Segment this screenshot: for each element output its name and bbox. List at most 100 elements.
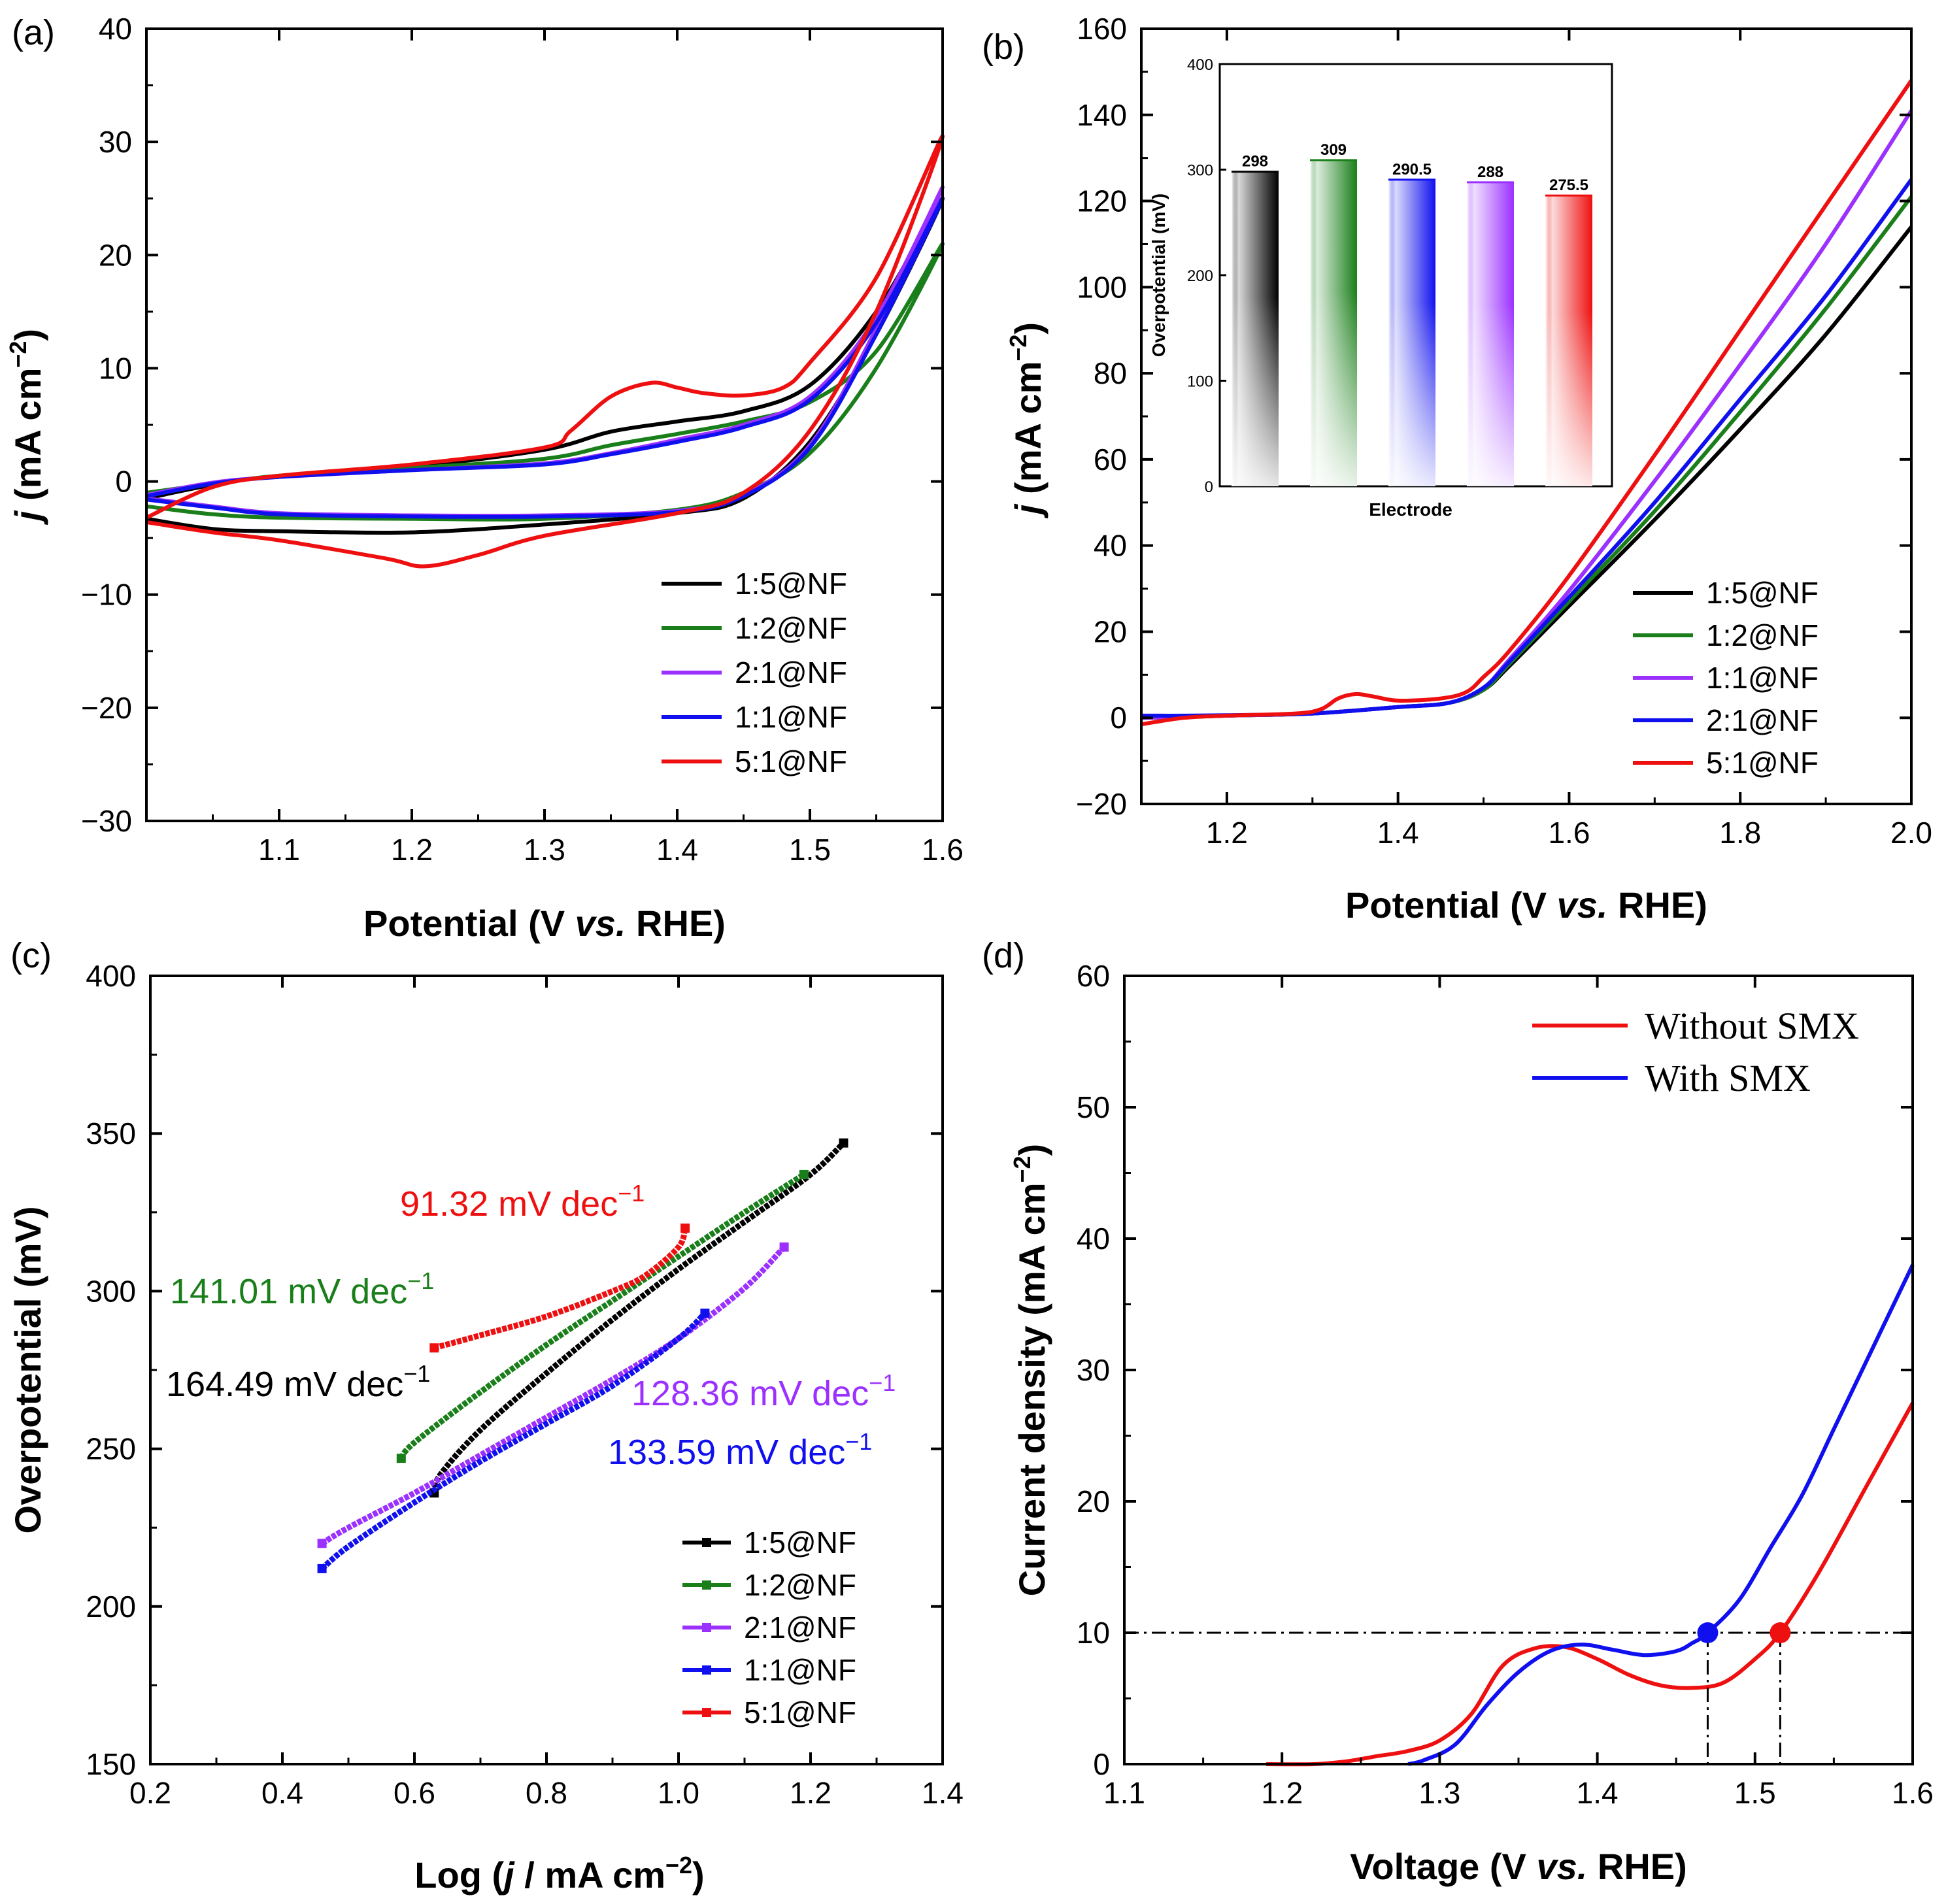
panel-d-y-tick-label: 40 (1077, 1222, 1110, 1256)
panel-c-series-5:1@NF (433, 1227, 688, 1351)
panel-d-y-tick-label: 50 (1077, 1090, 1110, 1124)
panel-a-series-5:1@NF (145, 134, 945, 569)
panel-b-y-tick-label: −20 (1076, 787, 1127, 821)
panel-b-legend-label: 1:1@NF (1706, 661, 1819, 695)
panel-b-x-tick-label: 1.8 (1719, 816, 1761, 850)
panel-a-y-axis-label: j (mA cm−2) (5, 329, 48, 526)
panel-b-legend-label: 1:2@NF (1706, 618, 1819, 652)
panel-c-legend-marker (702, 1538, 711, 1547)
panel-d-series-Without SMX (1266, 1401, 1915, 1767)
panel-c-point (799, 1169, 809, 1179)
panel-b-label: (b) (982, 27, 1025, 67)
panel-c-slope-annotation: 141.01 mV dec−1 (170, 1267, 434, 1311)
inset-bar-value-label: 298 (1242, 153, 1268, 171)
panel-c-series-1:1@NF (320, 1311, 707, 1571)
panel-c: (c) 0.2 0.4 0.6 0.8 1.0 1.2 1.4 150 200 250 300 35… (7, 936, 964, 1896)
panel-c-point (429, 1343, 439, 1353)
panel-b-x-tick-label: 1.4 (1377, 816, 1419, 850)
panel-a-x-axis-label: Potential (V vs. RHE) (363, 903, 726, 944)
panel-b-inset-bar-chart: 298 309 290.5 288 275.5 0 100 200 300 400 Electr… (1149, 56, 1613, 520)
panel-c-y-tick-label: 200 (86, 1590, 136, 1624)
panel-c-x-tick-label: 0.8 (526, 1776, 567, 1810)
panel-c-point (396, 1454, 406, 1463)
panel-c-point (700, 1309, 710, 1318)
panel-c-y-tick-label: 150 (86, 1747, 136, 1781)
panel-a-y-tick-label: −10 (81, 578, 132, 612)
panel-d-legend: Without SMX With SMX (1532, 1005, 1859, 1099)
panel-a-legend: 1:5@NF 1:2@NF 2:1@NF 1:1@NF 5:1@NF (662, 567, 847, 778)
panel-b-y-axis-label: j (mA cm−2) (1005, 322, 1048, 519)
panel-c-x-tick-label: 0.4 (261, 1776, 303, 1810)
inset-bar-shade (1388, 179, 1435, 486)
panel-c-point (779, 1242, 789, 1252)
panel-c-legend: 1:5@NF 1:2@NF 2:1@NF 1:1@NF 5:1@NF (682, 1526, 856, 1729)
panel-d-y-tick-label: 0 (1093, 1747, 1110, 1781)
panel-c-legend-label: 1:5@NF (744, 1526, 856, 1560)
panel-d-series-With SMX (1407, 1263, 1915, 1766)
panel-b-y-tick-label: 60 (1094, 443, 1127, 476)
inset-y-tick-label: 100 (1187, 373, 1213, 391)
panel-c-point (317, 1539, 327, 1548)
panel-c-legend-label: 2:1@NF (744, 1611, 856, 1645)
panel-d: (d) 1.1 1.2 1.3 1.4 1.5 1.6 0 10 20 30 40 50 60 Vol… (982, 936, 1934, 1887)
panel-c-x-tick-label: 0.2 (129, 1776, 171, 1810)
panel-b-series-5:1@NF (1141, 79, 1913, 727)
inset-bar-value-label: 290.5 (1392, 161, 1432, 178)
panel-a-legend-label: 1:2@NF (735, 611, 847, 645)
panel-c-x-tick-label: 1.4 (922, 1776, 964, 1810)
panel-a-legend-label: 1:1@NF (735, 700, 847, 734)
panel-d-x-tick-label: 1.2 (1261, 1776, 1303, 1810)
panel-d-x-tick-label: 1.3 (1418, 1776, 1460, 1810)
panel-b: (b) 1.2 1.4 1.6 1.8 2.0 −20 0 20 40 60 80 100 120 14… (982, 12, 1932, 926)
panel-a-x-tick-label: 1.2 (391, 833, 433, 867)
panel-d-y-axis-label: Current density (mA cm−2) (1009, 1144, 1052, 1596)
panel-d-x-tick-label: 1.4 (1577, 1776, 1619, 1810)
panel-c-x-tick-label: 1.0 (658, 1776, 699, 1810)
panel-b-y-tick-label: 40 (1094, 529, 1127, 563)
panel-c-series-1:2@NF (399, 1172, 806, 1461)
panel-a-legend-label: 2:1@NF (735, 656, 847, 690)
inset-bar-value-label: 288 (1477, 163, 1503, 181)
panel-a-series-1:5@NF (146, 196, 945, 535)
panel-b-legend-label: 1:5@NF (1706, 576, 1819, 610)
panel-d-x-axis-label: Voltage (V vs. RHE) (1350, 1846, 1687, 1887)
panel-d-y-tick-label: 30 (1077, 1353, 1110, 1387)
panel-b-y-tick-label: 140 (1077, 98, 1127, 132)
panel-b-y-tick-label: 80 (1094, 356, 1127, 390)
panel-a-legend-label: 1:5@NF (735, 567, 847, 601)
panel-d-legend-label: Without SMX (1645, 1005, 1859, 1047)
panel-b-x-tick-label: 2.0 (1890, 816, 1932, 850)
panel-c-y-tick-label: 400 (86, 959, 136, 993)
panel-b-y-tick-label: 100 (1077, 270, 1127, 304)
panel-c-legend-marker (702, 1665, 711, 1675)
panel-b-y-tick-label: 120 (1077, 184, 1127, 218)
panel-a-label: (a) (12, 13, 55, 52)
inset-bar-shade (1310, 159, 1357, 486)
inset-y-tick-label: 300 (1187, 162, 1213, 180)
inset-y-axis-label: Overpotential (mV) (1149, 193, 1169, 357)
panel-a-y-tick-label: 40 (99, 12, 132, 46)
panel-d-legend-label: With SMX (1645, 1057, 1811, 1099)
panel-c-y-tick-label: 350 (86, 1116, 136, 1150)
inset-bar-value-label: 309 (1320, 141, 1347, 159)
inset-y-tick-label: 200 (1187, 267, 1213, 285)
panel-c-point (839, 1138, 848, 1148)
panel-b-legend-label: 2:1@NF (1706, 703, 1819, 737)
panel-c-slope-annotation: 133.59 mV dec−1 (608, 1428, 872, 1472)
panel-d-x-tick-label: 1.1 (1103, 1776, 1145, 1810)
inset-bar-shade (1232, 171, 1279, 486)
panel-b-legend-label: 5:1@NF (1706, 746, 1819, 780)
panel-c-x-axis-label: Log (j / mA cm−2) (414, 1852, 704, 1896)
panel-a: (a) 1.1 1.2 1.3 1.4 1.5 1.6 −30 −20 −10 0 10 20 30 4… (5, 12, 964, 944)
panel-b-x-tick-label: 1.6 (1548, 816, 1590, 850)
panel-a-y-tick-label: −30 (81, 804, 132, 838)
panel-a-y-tick-label: 20 (99, 238, 132, 272)
panel-d-y-tick-label: 60 (1077, 959, 1110, 993)
panel-a-y-tick-label: 10 (99, 351, 132, 385)
panel-a-series-2:1@NF (146, 185, 945, 518)
panel-d-x-tick-label: 1.6 (1892, 1776, 1934, 1810)
panel-a-x-tick-label: 1.5 (789, 833, 831, 867)
panel-d-y-tick-label: 10 (1077, 1616, 1110, 1650)
panel-a-series-1:2@NF (146, 241, 945, 522)
